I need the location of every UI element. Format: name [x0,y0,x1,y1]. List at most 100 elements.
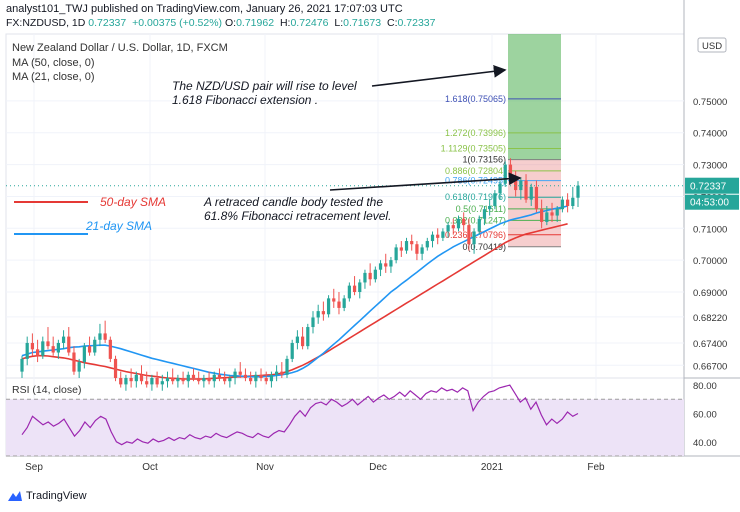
symbol-ohlc-line: FX:NZDUSD, 1D 0.72337 +0.00375 (+0.52%) … [6,17,438,29]
x-tick-label: Feb [587,462,605,473]
candle-body [207,378,211,382]
candle-body [145,381,149,385]
candle-body [451,225,455,229]
candle-body [373,269,377,280]
close-value: 0.72337 [397,17,436,29]
y-tick-label: 0.71000 [693,224,727,235]
x-tick-label: 2021 [481,462,504,473]
last-price-badge-text: 0.72337 [690,182,727,193]
currency-label: USD [702,41,722,52]
candle-body [150,378,154,385]
candle-body [233,371,237,378]
candle-body [337,301,341,308]
sma21-line [21,205,568,378]
candle-body [217,374,222,378]
candle-body [285,358,289,375]
open-label: O: [224,17,237,29]
candle-body [462,218,466,226]
candle-body [269,374,274,382]
candle-body [155,378,159,385]
candle-body [238,371,242,375]
fib-level-label: 0.5(0.71611) [456,204,506,214]
rsi-line [21,384,579,446]
candle-body [139,374,144,382]
y-tick-label: 0.69000 [693,288,727,299]
candle-body [384,263,388,267]
annotation-text: The NZD/USD pair will rise to level [172,79,357,93]
candle-body [446,225,450,232]
y-tick-label: 0.73000 [693,161,727,172]
ma21-legend[interactable]: MA (21, close, 0) [12,71,95,83]
candle-body [472,231,476,245]
candle-body [576,185,580,198]
rsi-tick-label: 40.00 [693,438,717,449]
candle-body [498,183,502,194]
candle-body [493,193,497,206]
sma50-line [21,223,568,380]
candle-body [508,164,513,178]
candle-body [430,234,435,242]
candle-body [519,180,523,191]
candle-body [467,225,471,245]
candle-body [67,336,71,353]
high-value: 0.72476 [290,17,329,29]
candle-body [368,272,372,280]
candle-body [514,177,518,191]
rsi-legend[interactable]: RSI (14, close) [12,384,82,396]
candle-body [51,346,55,353]
high-label: H: [279,17,291,29]
y-tick-label: 0.70000 [693,256,727,267]
fib-level-label: 0.618(0.71976) [445,192,506,202]
candle-body [93,339,97,353]
candle-body [176,378,180,382]
candle-body [316,311,320,318]
candle-body [378,263,383,270]
candle-body [394,247,398,261]
candle-body [342,298,346,308]
candle-body [415,244,419,254]
candle-body [441,231,445,238]
candle-body [290,342,294,359]
candle-body [482,209,487,219]
rsi-band [6,399,684,456]
candle-body [565,199,570,206]
candle-body [113,358,118,378]
candle-body [545,212,549,222]
candle-body [46,341,50,347]
candle-body [72,352,76,372]
open-value: 0.71962 [236,17,275,29]
brand-name: TradingView [26,490,87,502]
candle-body [20,358,24,372]
candle-body [254,374,258,382]
candle-body [488,206,492,210]
candle-body [477,218,481,232]
fib-level-label: 1(0.73156) [462,155,506,165]
price-pane [5,33,685,379]
candle-body [347,285,351,299]
candle-body [165,378,170,382]
candle-body [108,339,112,359]
candle-body [571,197,575,206]
tradingview-logo[interactable]: TradingView [8,490,87,502]
candle-body [456,218,461,229]
countdown-badge-text: 04:53:00 [690,198,729,209]
x-tick-label: Dec [369,462,387,473]
candle-body [228,378,232,382]
ma50-legend[interactable]: MA (50, close, 0) [12,57,95,69]
candle-body [87,346,92,353]
candle-body [98,333,102,340]
candle-body [389,260,393,267]
tradingview-icon [8,491,22,501]
candle-body [186,374,190,382]
candle-body [275,371,279,375]
candle-body [61,336,66,343]
low-label: L: [334,17,344,29]
price-change: +0.00375 (+0.52%) [132,17,223,29]
fib-level-label: 0.886(0.72804) [445,166,506,176]
x-tick-label: Nov [256,462,274,473]
candle-body [82,346,86,363]
candle-body [264,378,268,382]
candle-body [77,362,81,372]
candle-body [550,212,554,216]
